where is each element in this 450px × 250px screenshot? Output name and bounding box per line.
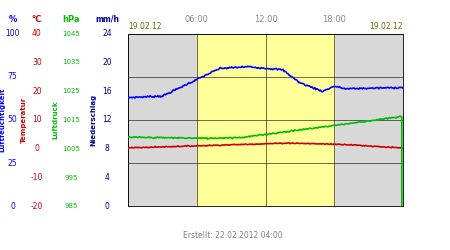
Text: 0: 0 [10, 202, 15, 211]
Text: 18:00: 18:00 [322, 15, 346, 24]
Text: 0: 0 [105, 202, 109, 211]
Text: 12:00: 12:00 [254, 15, 277, 24]
Text: 50: 50 [8, 116, 18, 124]
Text: 1045: 1045 [62, 31, 80, 37]
Text: 10: 10 [32, 116, 42, 124]
Text: 40: 40 [32, 29, 42, 38]
Text: 1025: 1025 [62, 88, 80, 94]
Text: 20: 20 [102, 58, 112, 67]
Text: °C: °C [32, 15, 42, 24]
Text: 985: 985 [64, 203, 78, 209]
Text: 06:00: 06:00 [185, 15, 209, 24]
Text: 1015: 1015 [62, 117, 80, 123]
Text: 75: 75 [8, 72, 18, 82]
Text: 19.02.12: 19.02.12 [369, 22, 403, 31]
Text: 12: 12 [102, 116, 112, 124]
Text: 25: 25 [8, 159, 18, 168]
Text: mm/h: mm/h [95, 15, 119, 24]
Text: -20: -20 [31, 202, 43, 211]
Text: Luftfeuchtigkeit: Luftfeuchtigkeit [0, 88, 5, 152]
Text: -10: -10 [31, 173, 43, 182]
Text: 995: 995 [64, 174, 78, 180]
Bar [197, 34, 334, 206]
Text: Niederschlag: Niederschlag [90, 94, 96, 146]
Text: 30: 30 [32, 58, 42, 67]
Text: %: % [9, 15, 17, 24]
Text: 1035: 1035 [62, 60, 80, 66]
Text: 24: 24 [102, 29, 112, 38]
Text: 1005: 1005 [62, 146, 80, 152]
Text: 8: 8 [105, 144, 109, 153]
Text: Temperatur: Temperatur [20, 97, 27, 143]
Text: 0: 0 [35, 144, 39, 153]
Text: 100: 100 [5, 29, 20, 38]
Text: Erstellt: 22.02.2012 04:00: Erstellt: 22.02.2012 04:00 [183, 231, 282, 240]
Text: hPa: hPa [63, 15, 80, 24]
Text: 20: 20 [32, 87, 42, 96]
Text: 16: 16 [102, 87, 112, 96]
Text: Luftdruck: Luftdruck [52, 101, 58, 139]
Text: 19.02.12: 19.02.12 [128, 22, 162, 31]
Text: 4: 4 [105, 173, 109, 182]
